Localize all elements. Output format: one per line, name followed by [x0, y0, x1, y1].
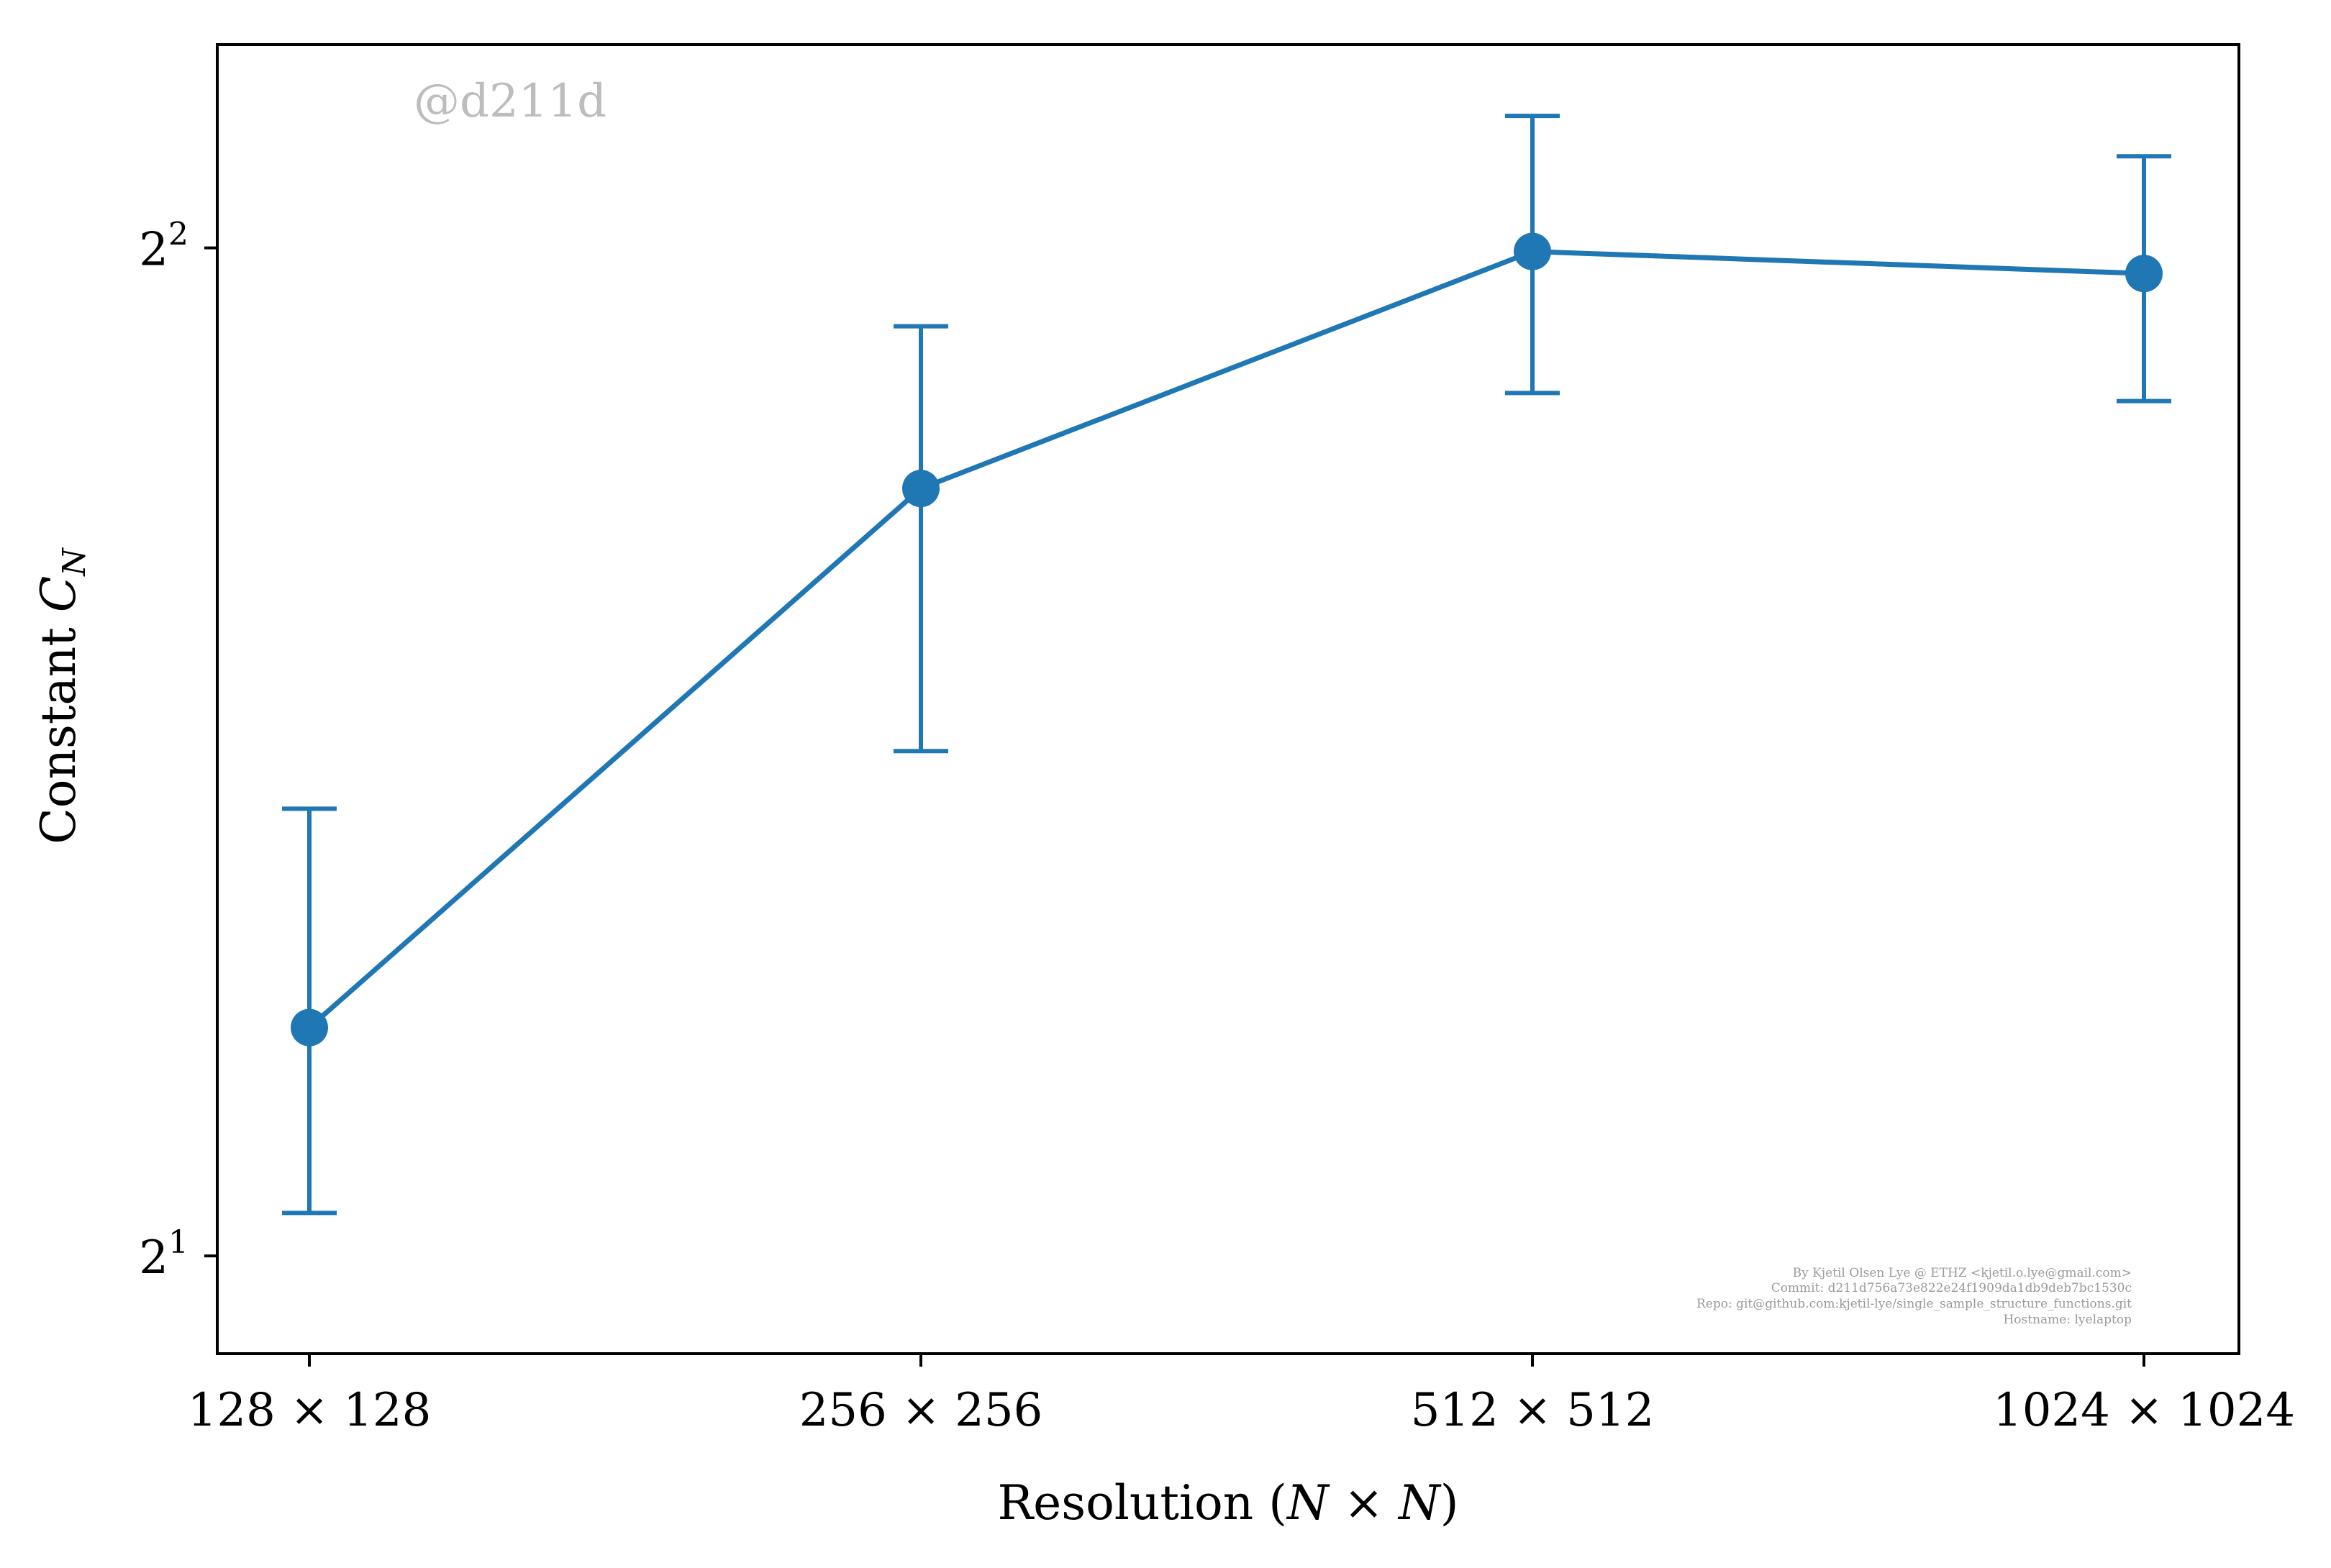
plot-frame: [216, 43, 2240, 1355]
y-tick-label: 22: [139, 216, 188, 277]
x-tick-label: 1024 × 1024: [1993, 1384, 2295, 1437]
y-tick-label: 21: [139, 1224, 188, 1285]
info-repo: Repo: git@github.com:kjetil-lye/single_s…: [1696, 1297, 2132, 1311]
x-tick-label: 256 × 256: [799, 1384, 1043, 1437]
chart-marks: [282, 114, 2171, 1216]
x-tick-label: 512 × 512: [1411, 1384, 1655, 1437]
provenance-info: By Kjetil Olsen Lye @ ETHZ <kjetil.o.lye…: [1696, 1266, 2132, 1327]
data-point: [902, 470, 940, 508]
info-hostname: Hostname: lyelaptop: [2003, 1313, 2132, 1327]
x-tick-label: 128 × 128: [188, 1384, 432, 1437]
data-point: [1514, 232, 1551, 270]
y-axis: 21 22: [139, 216, 217, 1285]
info-author: By Kjetil Olsen Lye @ ETHZ <kjetil.o.lye…: [1793, 1266, 2132, 1280]
info-commit: Commit: d211d756a73e822e24f1909da1db9deb…: [1771, 1281, 2132, 1295]
watermark-label: @d211d: [414, 75, 606, 128]
y-axis-label: Constant CN: [31, 547, 93, 844]
data-point: [2125, 255, 2163, 293]
data-point: [291, 1008, 328, 1047]
series-line: [307, 249, 2145, 1030]
x-axis-label: Resolution (N × N): [997, 1475, 1458, 1531]
x-axis: 128 × 128 256 × 256 512 × 512 1024 × 1024: [188, 1354, 2295, 1437]
